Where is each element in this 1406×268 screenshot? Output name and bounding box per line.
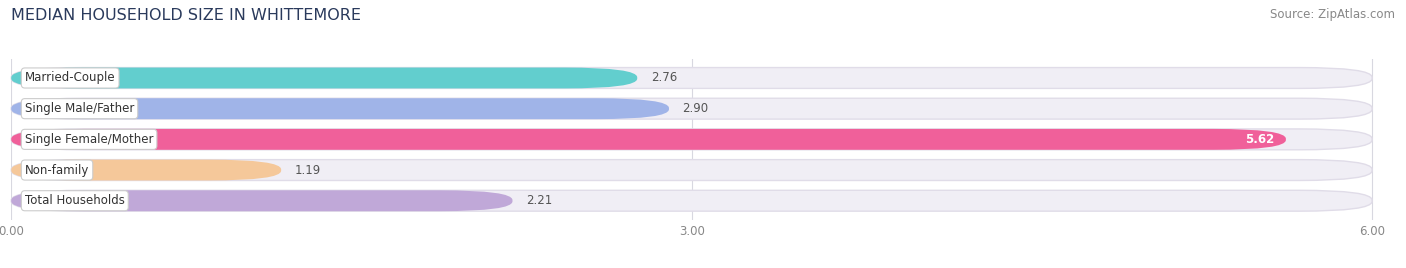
Text: 2.90: 2.90 [682, 102, 709, 115]
FancyBboxPatch shape [11, 190, 512, 211]
FancyBboxPatch shape [11, 98, 1372, 119]
Text: 5.62: 5.62 [1246, 133, 1275, 146]
Text: Total Households: Total Households [25, 194, 125, 207]
Text: Single Female/Mother: Single Female/Mother [25, 133, 153, 146]
FancyBboxPatch shape [11, 160, 281, 180]
FancyBboxPatch shape [11, 129, 1286, 150]
FancyBboxPatch shape [11, 98, 669, 119]
Text: Single Male/Father: Single Male/Father [25, 102, 134, 115]
FancyBboxPatch shape [11, 160, 1372, 180]
Text: Non-family: Non-family [25, 163, 89, 177]
Text: 1.19: 1.19 [295, 163, 321, 177]
Text: 2.21: 2.21 [526, 194, 553, 207]
Text: Source: ZipAtlas.com: Source: ZipAtlas.com [1270, 8, 1395, 21]
Text: Married-Couple: Married-Couple [25, 72, 115, 84]
Text: MEDIAN HOUSEHOLD SIZE IN WHITTEMORE: MEDIAN HOUSEHOLD SIZE IN WHITTEMORE [11, 8, 361, 23]
FancyBboxPatch shape [11, 129, 1372, 150]
Text: 2.76: 2.76 [651, 72, 678, 84]
FancyBboxPatch shape [11, 68, 1372, 88]
FancyBboxPatch shape [11, 190, 1372, 211]
FancyBboxPatch shape [11, 68, 637, 88]
